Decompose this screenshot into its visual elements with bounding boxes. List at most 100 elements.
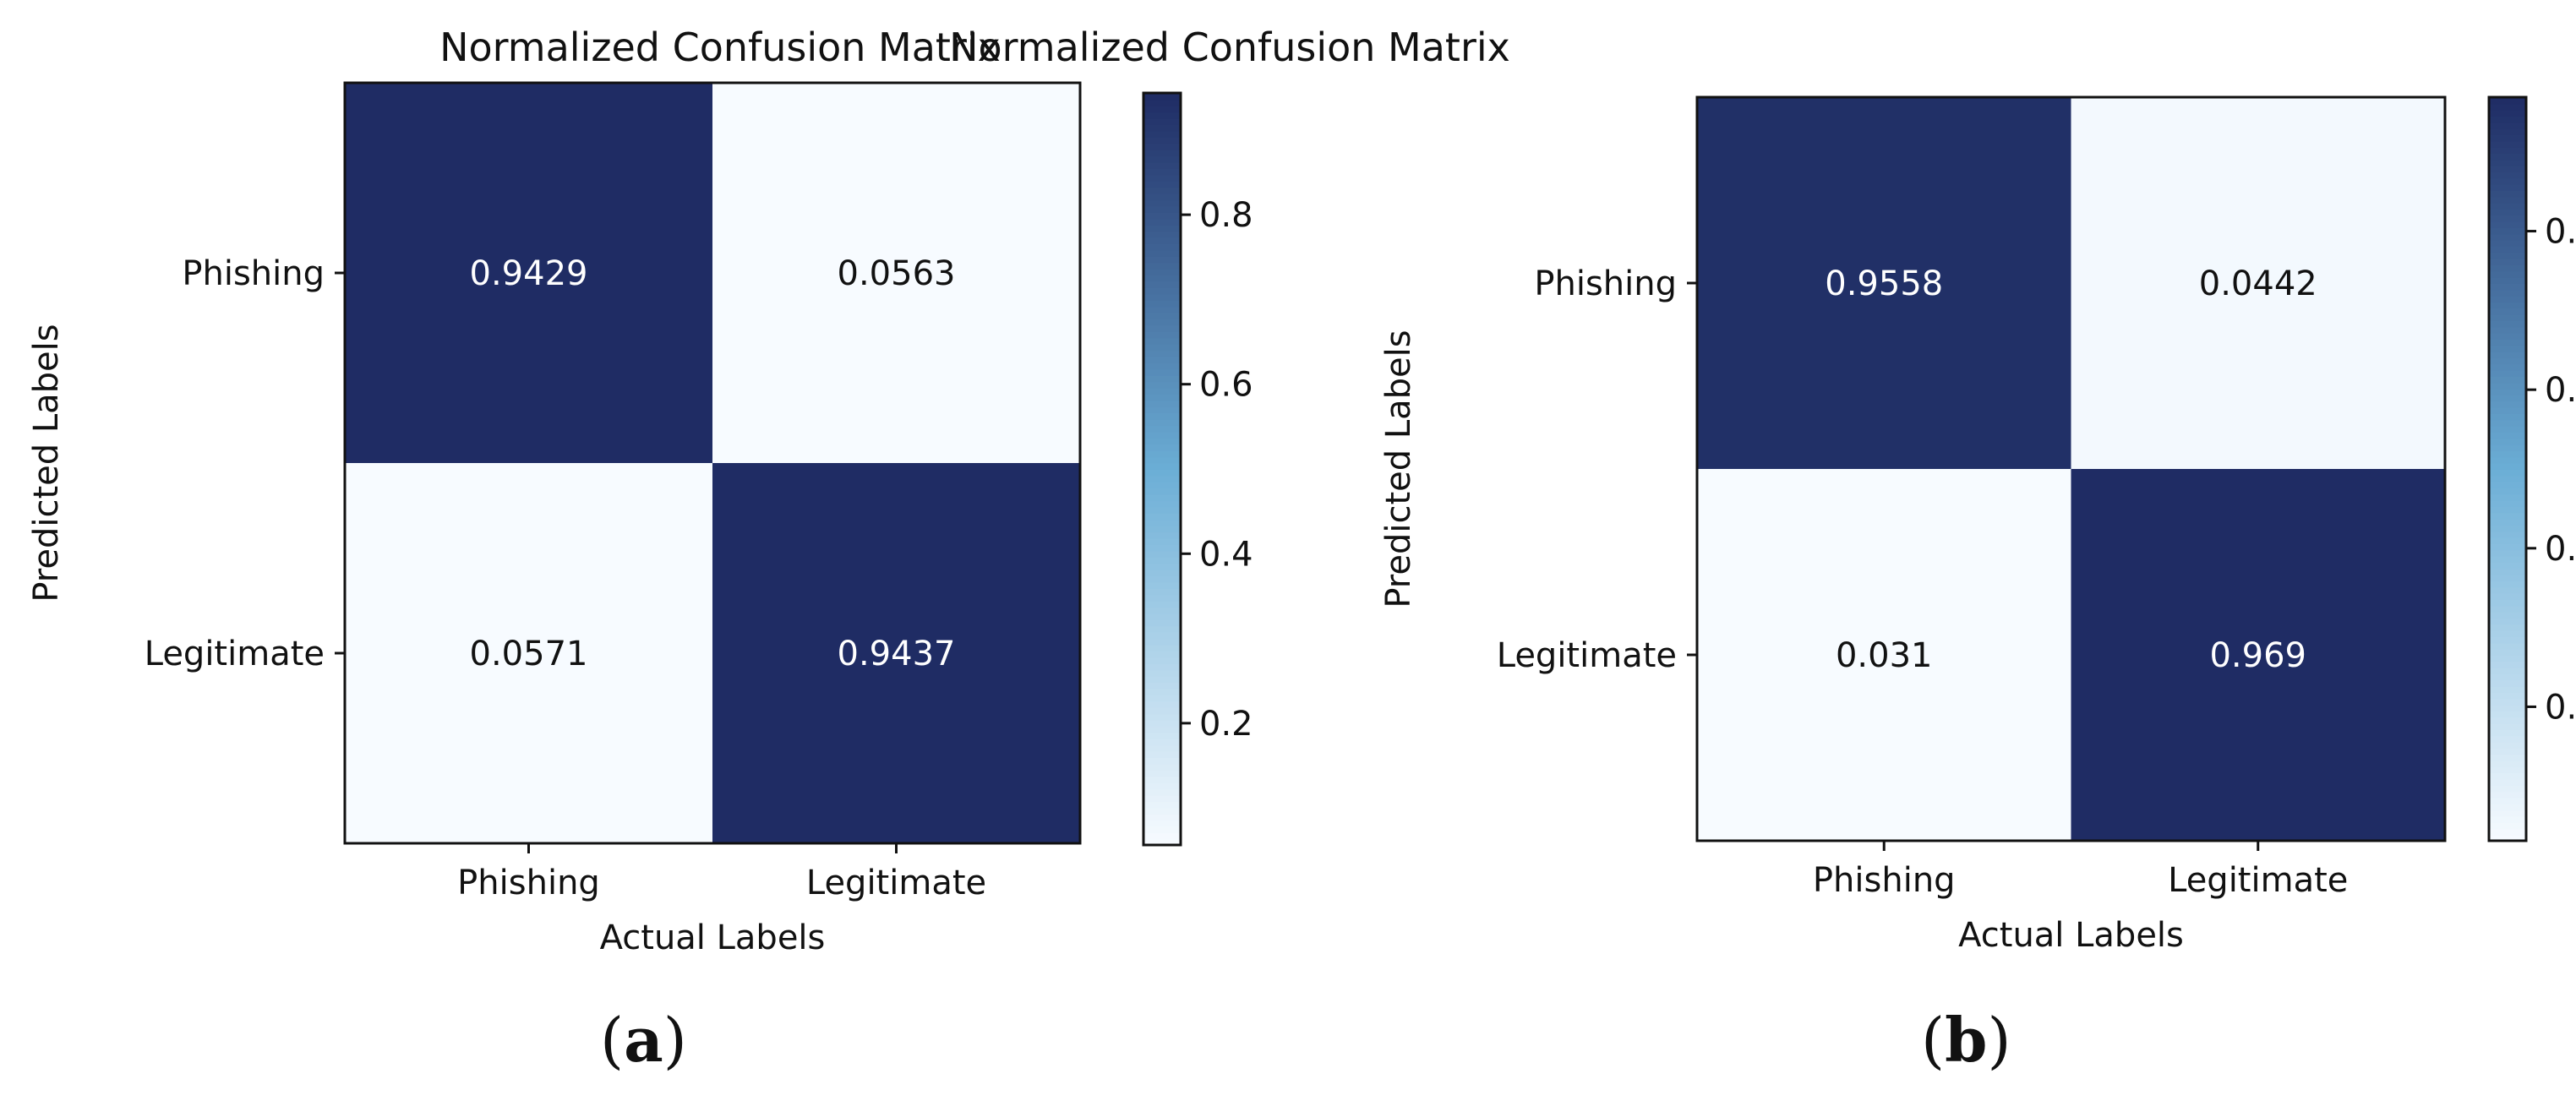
colorbar-segment-b-96 — [2489, 239, 2526, 247]
colorbar-segment-a-89 — [1143, 281, 1181, 288]
heatmap-cell-a-0-1 — [712, 83, 1081, 464]
colorbar-segment-a-70 — [1143, 400, 1181, 407]
colorbar-segment-b-105 — [2489, 183, 2526, 191]
colorbar-segment-b-63 — [2489, 444, 2526, 451]
colorbar-segment-a-99 — [1143, 218, 1181, 226]
colorbar-segment-b-101 — [2489, 209, 2526, 216]
colorbar-segment-a-38 — [1143, 600, 1181, 608]
colorbar-segment-b-118 — [2489, 103, 2526, 111]
colorbar-segment-a-73 — [1143, 381, 1181, 389]
colorbar-segment-a-1 — [1143, 832, 1181, 840]
colorbar-segment-a-110 — [1143, 149, 1181, 157]
colorbar-segment-b-53 — [2489, 506, 2526, 514]
colorbar-segment-a-9 — [1143, 782, 1181, 790]
y-tick-label-a-1: Legitimate — [145, 635, 325, 673]
colorbar-segment-b-66 — [2489, 425, 2526, 433]
colorbar-segment-b-43 — [2489, 568, 2526, 575]
colorbar-segment-b-32 — [2489, 636, 2526, 644]
colorbar-segment-a-34 — [1143, 625, 1181, 633]
colorbar-segment-b-10 — [2489, 772, 2526, 780]
colorbar-segment-b-16 — [2489, 735, 2526, 743]
colorbar-segment-b-39 — [2489, 592, 2526, 600]
colorbar-segment-a-52 — [1143, 512, 1181, 521]
colorbar-segment-a-51 — [1143, 519, 1181, 526]
colorbar-segment-b-33 — [2489, 630, 2526, 637]
colorbar-segment-a-118 — [1143, 99, 1181, 106]
colorbar-segment-b-93 — [2489, 258, 2526, 265]
colorbar-segment-b-86 — [2489, 302, 2526, 309]
colorbar-tick-label-a-3: 0.8 — [1199, 196, 1253, 235]
colorbar-segment-a-29 — [1143, 657, 1181, 664]
colorbar-segment-a-74 — [1143, 374, 1181, 383]
colorbar-segment-a-107 — [1143, 168, 1181, 176]
colorbar-segment-b-113 — [2489, 134, 2526, 142]
colorbar-segment-a-57 — [1143, 481, 1181, 489]
colorbar-segment-a-19 — [1143, 719, 1181, 728]
colorbar-segment-a-60 — [1143, 462, 1181, 470]
colorbar-segment-b-17 — [2489, 729, 2526, 737]
colorbar-segment-a-7 — [1143, 794, 1181, 803]
cell-value-label-a-0-1: 0.0563 — [838, 254, 956, 293]
colorbar-segment-a-80 — [1143, 337, 1181, 345]
colorbar-segment-a-88 — [1143, 286, 1181, 295]
colorbar-segment-a-18 — [1143, 726, 1181, 733]
colorbar-segment-b-115 — [2489, 122, 2526, 129]
colorbar-segment-b-58 — [2489, 475, 2526, 482]
colorbar-segment-b-82 — [2489, 326, 2526, 334]
colorbar-segment-b-85 — [2489, 308, 2526, 315]
colorbar-segment-b-92 — [2489, 264, 2526, 272]
colorbar-segment-b-34 — [2489, 624, 2526, 631]
colorbar-tick-label-a-1: 0.4 — [1199, 535, 1253, 574]
colorbar-segment-b-21 — [2489, 704, 2526, 711]
colorbar-segment-b-64 — [2489, 438, 2526, 445]
colorbar-segment-b-110 — [2489, 153, 2526, 161]
colorbar-segment-a-23 — [1143, 695, 1181, 702]
cell-value-label-b-0-0: 0.9558 — [1825, 264, 1943, 303]
colorbar-segment-b-79 — [2489, 345, 2526, 352]
colorbar-segment-b-7 — [2489, 791, 2526, 798]
colorbar-segment-a-31 — [1143, 644, 1181, 652]
colorbar-segment-a-96 — [1143, 237, 1181, 244]
caption-a: (a) — [600, 1004, 687, 1076]
colorbar-segment-b-87 — [2489, 295, 2526, 303]
colorbar-segment-a-6 — [1143, 801, 1181, 809]
colorbar-segment-a-15 — [1143, 744, 1181, 752]
colorbar-segment-a-108 — [1143, 161, 1181, 169]
heatmap-cell-b-0-1 — [2071, 97, 2446, 470]
colorbar-segment-b-116 — [2489, 116, 2526, 123]
colorbar-segment-b-112 — [2489, 140, 2526, 148]
colorbar-segment-a-94 — [1143, 249, 1181, 257]
colorbar-segment-b-47 — [2489, 543, 2526, 551]
colorbar-segment-a-100 — [1143, 211, 1181, 220]
colorbar-segment-a-85 — [1143, 306, 1181, 313]
colorbar-segment-a-87 — [1143, 293, 1181, 301]
colorbar-segment-a-83 — [1143, 319, 1181, 326]
heatmap-cell-a-1-1 — [712, 463, 1081, 844]
colorbar-segment-a-97 — [1143, 231, 1181, 238]
colorbar-segment-a-64 — [1143, 437, 1181, 445]
colorbar-segment-a-115 — [1143, 117, 1181, 126]
colorbar-segment-b-119 — [2489, 97, 2526, 105]
chart-title-b: Normalized Confusion Matrix — [949, 25, 1510, 70]
colorbar-segment-b-77 — [2489, 357, 2526, 365]
colorbar-segment-b-26 — [2489, 673, 2526, 681]
colorbar-segment-b-99 — [2489, 221, 2526, 228]
colorbar-segment-a-105 — [1143, 180, 1181, 188]
colorbar-segment-a-25 — [1143, 682, 1181, 689]
colorbar-segment-a-32 — [1143, 638, 1181, 646]
colorbar-segment-a-37 — [1143, 607, 1181, 614]
colorbar-segment-b-59 — [2489, 469, 2526, 477]
colorbar-segment-b-114 — [2489, 128, 2526, 135]
colorbar-segment-b-90 — [2489, 276, 2526, 284]
colorbar-segment-b-18 — [2489, 722, 2526, 730]
colorbar-segment-a-76 — [1143, 362, 1181, 370]
colorbar-segment-b-71 — [2489, 395, 2526, 402]
colorbar-segment-a-33 — [1143, 631, 1181, 640]
colorbar-segment-b-19 — [2489, 717, 2526, 724]
colorbar-segment-a-5 — [1143, 807, 1181, 815]
colorbar-segment-a-82 — [1143, 324, 1181, 332]
colorbar-segment-a-36 — [1143, 613, 1181, 620]
colorbar-segment-a-86 — [1143, 299, 1181, 308]
colorbar-segment-a-93 — [1143, 255, 1181, 264]
